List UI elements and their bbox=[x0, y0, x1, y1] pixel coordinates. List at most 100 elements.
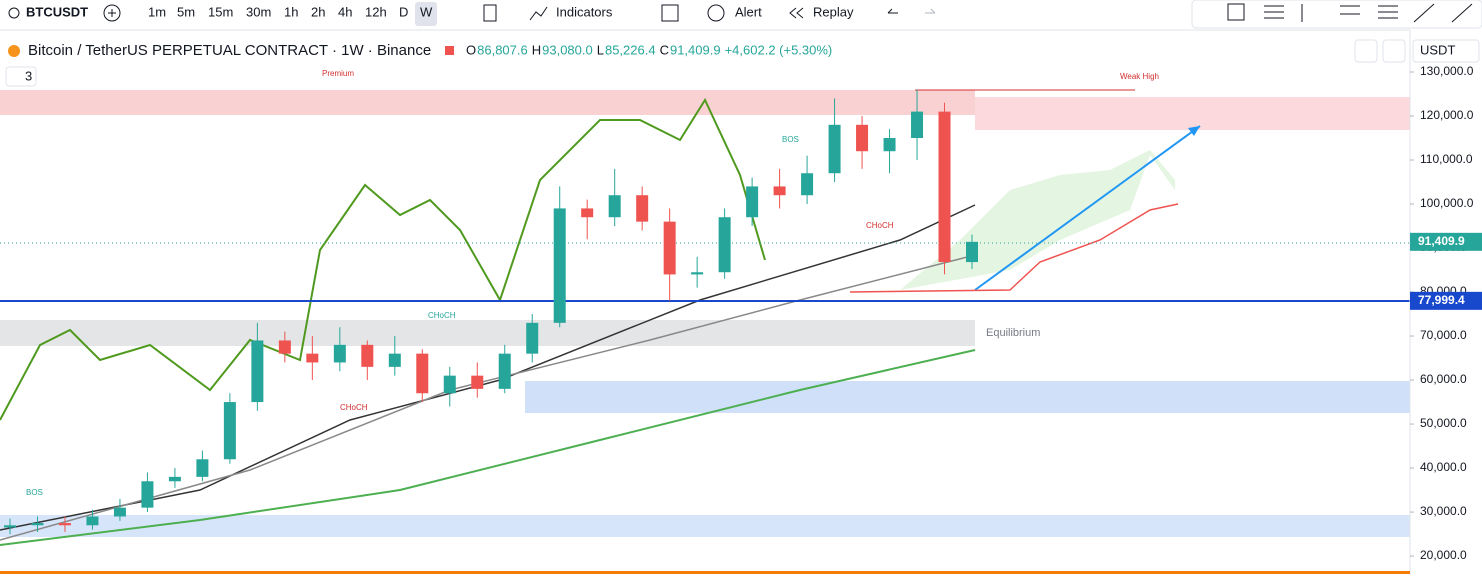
add-symbol[interactable] bbox=[103, 4, 121, 22]
ma-mid bbox=[0, 204, 976, 531]
candle-body bbox=[223, 402, 236, 460]
candle-body bbox=[278, 340, 291, 354]
annotation: BOS bbox=[26, 488, 43, 497]
currency-box[interactable] bbox=[1412, 39, 1480, 63]
y-tick-label: 40,000.0 bbox=[1420, 460, 1467, 474]
indicator-count: 3 bbox=[25, 68, 32, 83]
y-tick-label: 120,000.0 bbox=[1420, 108, 1474, 122]
currency[interactable]: USDT bbox=[1420, 42, 1455, 57]
undo[interactable] bbox=[887, 8, 898, 14]
candle-body bbox=[416, 353, 429, 394]
replay-icon[interactable] bbox=[789, 7, 804, 19]
annotation: CHoCH bbox=[428, 311, 456, 320]
status bbox=[445, 46, 454, 55]
interval[interactable]: 4h bbox=[338, 4, 352, 19]
interval[interactable]: 1m bbox=[148, 4, 166, 19]
arrow-head bbox=[1188, 126, 1200, 136]
equilibrium-zone bbox=[0, 320, 975, 346]
y-tick-label: 70,000.0 bbox=[1420, 328, 1467, 342]
candle-body bbox=[691, 272, 704, 275]
legend-title: Bitcoin / TetherUS PERPETUAL CONTRACT · … bbox=[28, 42, 431, 59]
interval[interactable]: W bbox=[420, 4, 433, 19]
ohlc-value: 93,080.0 bbox=[542, 42, 593, 57]
candle-body bbox=[361, 344, 374, 367]
candle-body bbox=[388, 353, 401, 367]
ohlc-value: 86,807.6 bbox=[477, 42, 528, 57]
interval[interactable]: 12h bbox=[365, 4, 387, 19]
ohlc-key: O bbox=[466, 42, 476, 57]
candle-body bbox=[938, 111, 951, 263]
candle-body bbox=[581, 208, 594, 218]
ohlc-value: 91,409.9 bbox=[670, 42, 721, 57]
candle-body bbox=[856, 124, 869, 152]
add-symbol-plus bbox=[108, 9, 116, 17]
symbol[interactable]: BTCUSDT bbox=[26, 4, 88, 19]
interval[interactable]: D bbox=[399, 4, 408, 19]
zones bbox=[0, 89, 1410, 546]
ohlc-key: L bbox=[597, 42, 604, 57]
candle-body bbox=[966, 241, 978, 263]
ohlc: O 86,807.6 H 93,080.0 L 85,226.4 C 91,409.9 +4,6… bbox=[466, 42, 832, 57]
candle-body bbox=[663, 221, 676, 275]
redo[interactable] bbox=[925, 8, 936, 14]
drawing-tools[interactable] bbox=[1227, 3, 1473, 23]
interval[interactable]: 2h bbox=[311, 4, 325, 19]
indicators-icon[interactable] bbox=[529, 6, 548, 21]
interval[interactable]: 5m bbox=[177, 4, 195, 19]
plot bbox=[4, 89, 978, 535]
candle-body bbox=[801, 173, 814, 196]
ohlc-key: H bbox=[532, 42, 541, 57]
scroll-down[interactable] bbox=[1354, 39, 1378, 63]
interval[interactable]: 15m bbox=[208, 4, 233, 19]
discount-zone bbox=[525, 381, 1410, 413]
change: +4,602.2 (+5.30%) bbox=[725, 42, 833, 57]
layouts[interactable] bbox=[661, 4, 679, 22]
indicators[interactable]: Indicators bbox=[556, 4, 613, 19]
price-label: 77,999.4 bbox=[1418, 293, 1465, 307]
y-tick-label: 50,000.0 bbox=[1420, 416, 1467, 430]
candle-body bbox=[141, 481, 154, 508]
candle-body bbox=[58, 523, 71, 526]
interval[interactable]: 1h bbox=[284, 4, 298, 19]
candle-body bbox=[746, 186, 759, 218]
candle-body bbox=[443, 375, 456, 394]
ma-long bbox=[0, 349, 976, 546]
indicator-toggle[interactable] bbox=[5, 66, 37, 87]
candle-body bbox=[526, 322, 539, 354]
candle-body bbox=[883, 138, 896, 152]
replay[interactable]: Replay bbox=[813, 4, 854, 19]
discount-zone-low bbox=[0, 515, 1410, 537]
candle-body bbox=[113, 507, 126, 517]
y-tick-label: 20,000.0 bbox=[1420, 548, 1467, 562]
candle-body bbox=[773, 186, 786, 196]
cloud-edge bbox=[849, 203, 1179, 293]
annotation: Premium bbox=[322, 69, 354, 78]
coin-icon bbox=[8, 45, 20, 57]
premium-zone-ext bbox=[975, 97, 1410, 130]
price-label-box bbox=[1410, 291, 1482, 310]
candle-body bbox=[196, 459, 209, 477]
price-label: 91,409.9 bbox=[1418, 234, 1465, 248]
bottom-line bbox=[0, 571, 1410, 574]
ohlc-key: C bbox=[660, 42, 669, 57]
chart-type[interactable] bbox=[483, 4, 497, 22]
interval[interactable]: 30m bbox=[246, 4, 271, 19]
reset[interactable] bbox=[1382, 39, 1406, 63]
y-tick-label: 30,000.0 bbox=[1420, 504, 1467, 518]
candle-body bbox=[333, 344, 346, 363]
candle-body bbox=[553, 208, 566, 323]
annotation: Equilibrium bbox=[986, 327, 1040, 339]
y-tick-label: 110,000.0 bbox=[1420, 152, 1473, 166]
search-icon[interactable] bbox=[8, 7, 20, 19]
annotation: BOS bbox=[782, 135, 799, 144]
candle-body bbox=[306, 353, 319, 363]
candle-body bbox=[4, 525, 16, 528]
candle-body bbox=[718, 217, 731, 273]
y-tick-label: 100,000.0 bbox=[1420, 196, 1474, 210]
annotation: Weak High bbox=[1120, 72, 1159, 81]
alert[interactable]: Alert bbox=[735, 4, 762, 19]
alert-icon[interactable] bbox=[707, 4, 725, 22]
candle-body bbox=[168, 476, 181, 482]
ohlc-value: 85,226.4 bbox=[605, 42, 656, 57]
